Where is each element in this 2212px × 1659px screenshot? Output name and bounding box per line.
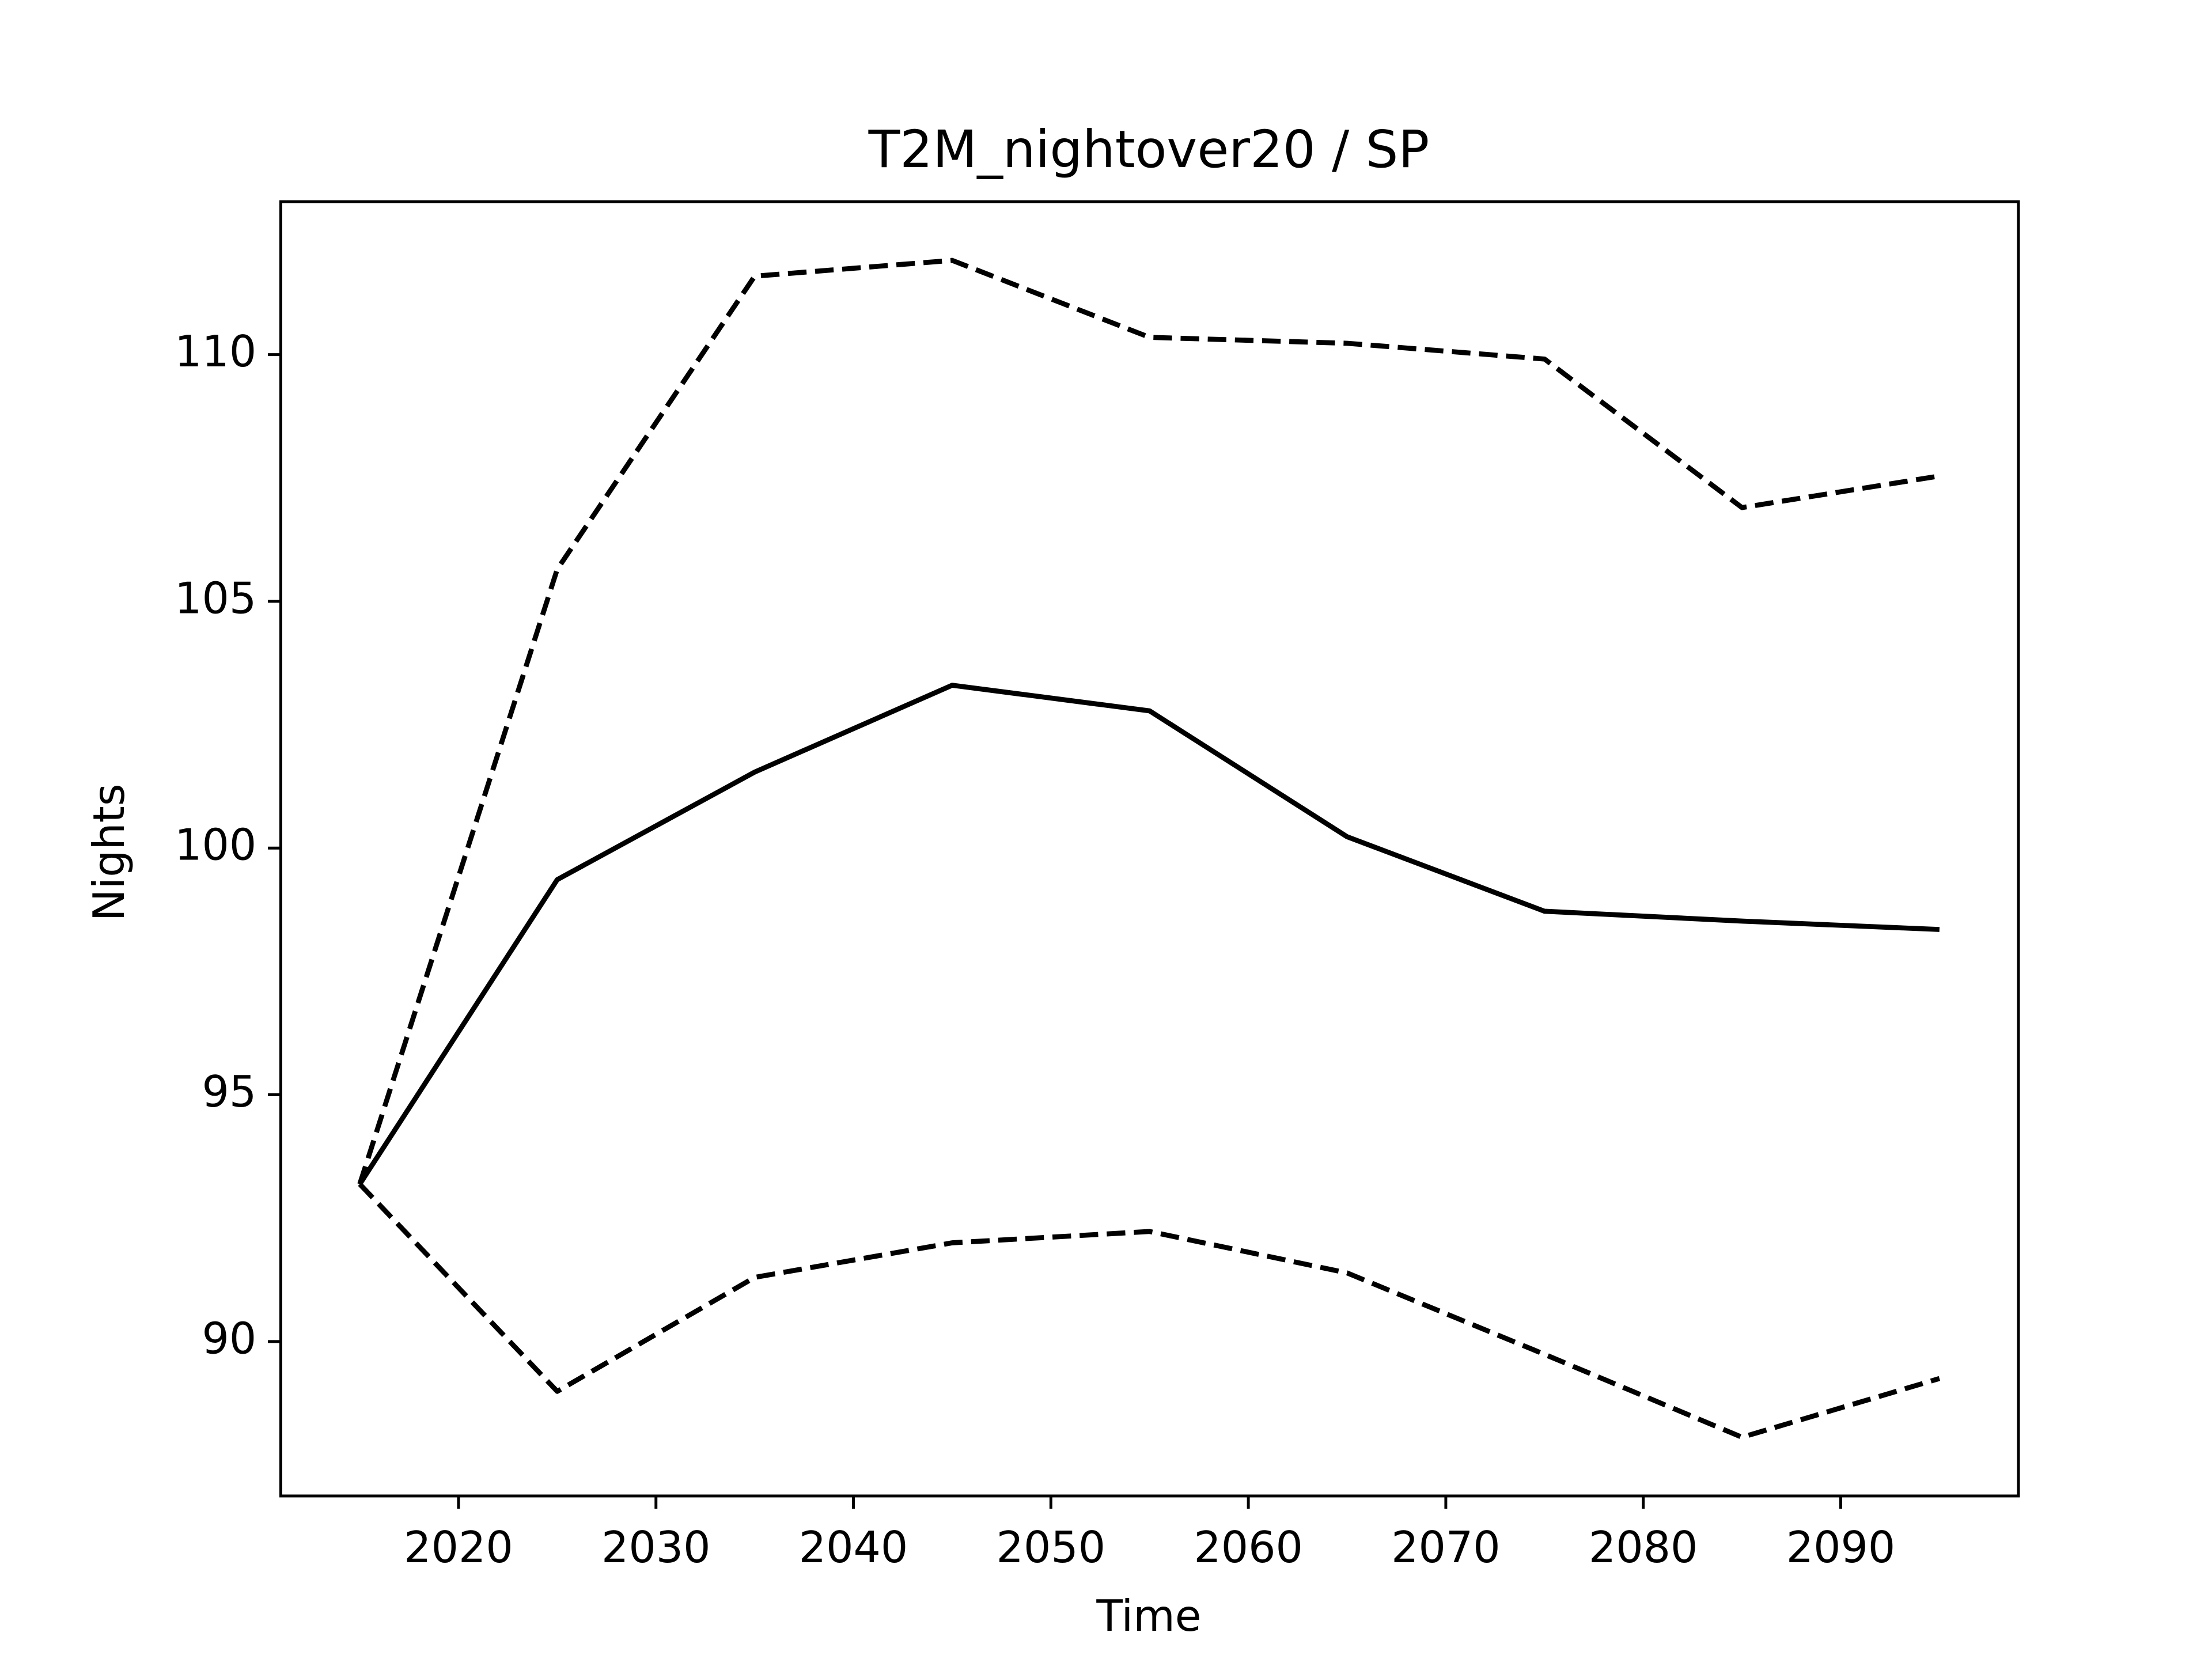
line-series <box>357 683 1940 1185</box>
x-tick-label: 2020 <box>404 1522 513 1573</box>
x-tick-label: 2070 <box>1391 1522 1501 1573</box>
line-series <box>357 257 1940 1185</box>
plot-frame <box>279 200 2020 1498</box>
x-axis-label: Time <box>1096 1591 1201 1641</box>
y-tick-label: 105 <box>175 573 256 623</box>
x-tick-label: 2030 <box>601 1522 711 1573</box>
x-tick-label: 2090 <box>1786 1522 1896 1573</box>
y-tick-label: 110 <box>175 327 256 377</box>
y-tick-label: 95 <box>202 1067 256 1117</box>
x-tick-label: 2060 <box>1194 1522 1303 1573</box>
y-tick-label: 100 <box>175 820 256 870</box>
x-tick-label: 2040 <box>799 1522 908 1573</box>
x-tick-label: 2050 <box>997 1522 1106 1573</box>
chart-title: T2M_nightover20 / SP <box>868 120 1430 180</box>
y-tick-label: 90 <box>202 1313 256 1363</box>
x-tick-label: 2080 <box>1589 1522 1698 1573</box>
line-series <box>358 1182 1941 1440</box>
y-axis-label: Nights <box>84 783 134 921</box>
